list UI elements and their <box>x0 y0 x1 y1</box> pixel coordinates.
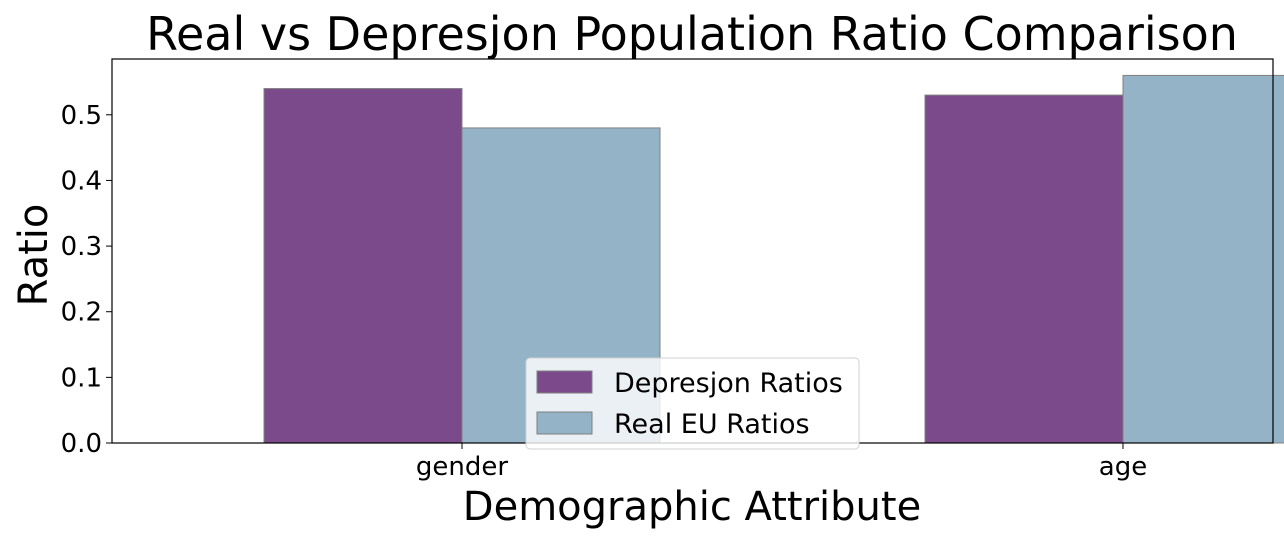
y-axis-ticks: 0.0 0.1 0.2 0.3 0.4 0.5 <box>61 101 112 459</box>
y-axis-label: Ratio <box>11 204 57 307</box>
bars-layer <box>263 74 1284 444</box>
y-tick-label: 0.1 <box>61 363 102 393</box>
x-tick-label: age <box>1099 452 1147 482</box>
bar-age-series-1 <box>1122 74 1284 444</box>
legend-label-depresjon: Depresjon Ratios <box>614 368 843 399</box>
legend-frame <box>525 357 860 450</box>
y-tick-label: 0.4 <box>61 166 102 196</box>
x-axis-ticks: gender age <box>416 443 1147 482</box>
y-tick-label: 0.2 <box>61 298 102 328</box>
legend-swatch-depresjon <box>536 370 593 394</box>
legend-swatch-real-eu <box>536 411 593 435</box>
bar-age-series-0 <box>924 94 1124 444</box>
y-tick-label: 0.0 <box>61 429 102 459</box>
y-tick-label: 0.5 <box>61 101 102 131</box>
x-tick-label: gender <box>416 452 508 482</box>
legend-label-real-eu: Real EU Ratios <box>614 409 810 440</box>
chart-title: Real vs Depresjon Population Ratio Compa… <box>146 7 1238 61</box>
bar-gender-series-0 <box>263 88 463 444</box>
legend: Depresjon Ratios Real EU Ratios <box>525 357 860 450</box>
y-tick-label: 0.3 <box>61 232 102 262</box>
x-axis-label: Demographic Attribute <box>463 484 921 530</box>
